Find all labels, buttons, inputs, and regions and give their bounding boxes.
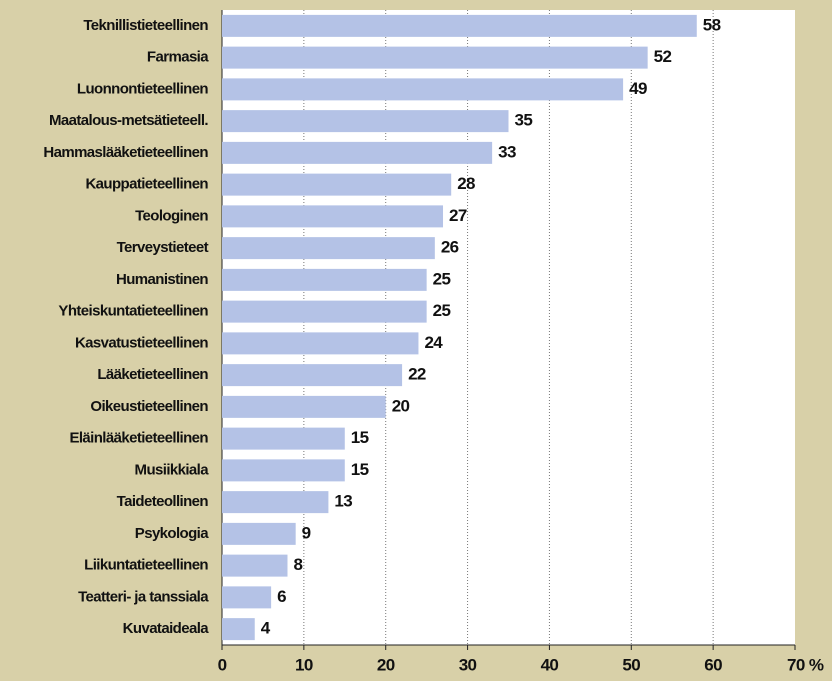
y-tick-label: Oikeustieteellinen — [90, 398, 208, 415]
plot-area — [222, 10, 795, 645]
bar — [222, 395, 386, 418]
y-tick-label: Terveystieteet — [117, 239, 209, 256]
bar — [222, 554, 288, 577]
value-label: 24 — [424, 333, 443, 352]
x-tick-label: 10 — [295, 655, 313, 674]
bar — [222, 522, 296, 545]
value-label: 25 — [433, 301, 451, 320]
y-tick-label: Kuvataideala — [123, 620, 210, 637]
x-tick-label: 0 — [218, 655, 227, 674]
value-label: 9 — [302, 523, 311, 542]
value-label: 28 — [457, 174, 475, 193]
x-tick-label: 40 — [541, 655, 559, 674]
bar — [222, 237, 435, 260]
value-label: 20 — [392, 396, 410, 415]
value-label: 25 — [433, 269, 451, 288]
bar — [222, 14, 697, 37]
value-label: 13 — [334, 492, 352, 511]
value-label: 15 — [351, 428, 369, 447]
bar — [222, 173, 452, 196]
value-label: 6 — [277, 587, 286, 606]
bar — [222, 78, 624, 101]
y-tick-label: Lääketieteellinen — [97, 366, 208, 383]
bar — [222, 491, 329, 514]
y-tick-label: Psykologia — [135, 525, 209, 542]
y-tick-label: Teknillistieteellinen — [83, 17, 208, 34]
bar — [222, 618, 255, 641]
bar — [222, 459, 345, 482]
bar — [222, 586, 272, 609]
bar — [222, 141, 493, 164]
value-label: 26 — [441, 238, 459, 257]
y-tick-label: Kasvatustieteellinen — [75, 334, 208, 351]
value-label: 8 — [293, 555, 302, 574]
value-label: 49 — [629, 79, 647, 98]
value-label: 35 — [515, 111, 533, 130]
y-tick-label: Teologinen — [135, 207, 208, 224]
y-tick-label: Farmasia — [147, 49, 209, 66]
bar — [222, 46, 648, 69]
x-tick-label: 50 — [622, 655, 640, 674]
y-tick-label: Luonnontieteellinen — [77, 80, 209, 97]
x-tick-label: 60 — [704, 655, 722, 674]
value-label: 58 — [703, 15, 721, 34]
y-tick-label: Maatalous-metsätieteell. — [49, 112, 208, 129]
bar — [222, 332, 419, 355]
y-tick-label: Eläinlääketieteellinen — [69, 430, 208, 447]
bar — [222, 110, 509, 133]
y-tick-label: Teatteri- ja tanssiala — [78, 588, 209, 605]
x-tick-label: 30 — [459, 655, 477, 674]
value-label: 52 — [654, 47, 672, 66]
value-label: 15 — [351, 460, 369, 479]
bar — [222, 364, 403, 387]
y-tick-label: Yhteiskuntatieteellinen — [58, 303, 208, 320]
x-tick-label: 20 — [377, 655, 395, 674]
bar — [222, 300, 427, 323]
y-tick-label: Taideteollinen — [117, 493, 209, 510]
x-tick-label: 70 % — [787, 655, 824, 674]
value-label: 22 — [408, 365, 426, 384]
bar — [222, 268, 427, 291]
bar — [222, 427, 345, 450]
bar — [222, 205, 444, 228]
y-tick-label: Musiikkiala — [135, 461, 210, 478]
value-label: 4 — [261, 619, 271, 638]
y-tick-label: Humanistinen — [116, 271, 208, 288]
y-tick-label: Hammaslääketieteellinen — [43, 144, 208, 161]
y-tick-label: Kauppatieteellinen — [85, 176, 208, 193]
y-tick-label: Liikuntatieteellinen — [84, 557, 208, 574]
value-label: 27 — [449, 206, 467, 225]
value-label: 33 — [498, 142, 516, 161]
